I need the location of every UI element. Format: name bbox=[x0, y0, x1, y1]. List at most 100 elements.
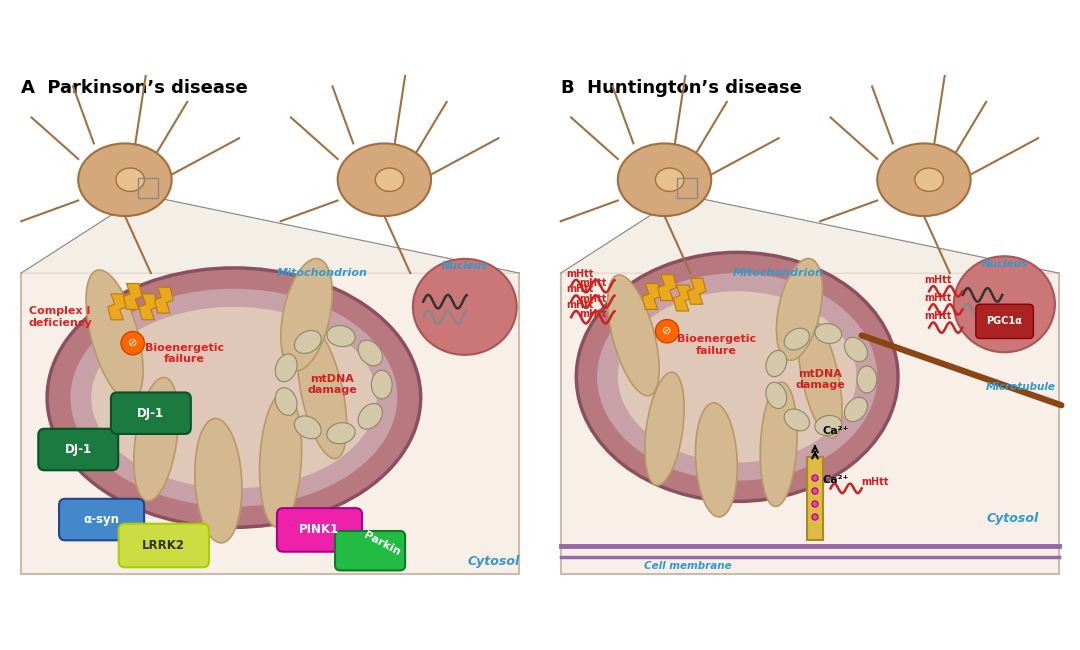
Ellipse shape bbox=[815, 415, 841, 436]
Text: A  Parkinson’s disease: A Parkinson’s disease bbox=[22, 79, 248, 97]
Text: DJ-1: DJ-1 bbox=[65, 443, 92, 456]
Text: mHtt: mHtt bbox=[862, 477, 889, 487]
Ellipse shape bbox=[815, 324, 841, 343]
Ellipse shape bbox=[295, 330, 321, 354]
Text: Ca²⁺: Ca²⁺ bbox=[823, 426, 849, 436]
Ellipse shape bbox=[259, 393, 301, 527]
Text: mHtt: mHtt bbox=[923, 275, 951, 285]
FancyBboxPatch shape bbox=[976, 304, 1034, 339]
Ellipse shape bbox=[78, 144, 172, 216]
Ellipse shape bbox=[86, 270, 143, 401]
Ellipse shape bbox=[608, 275, 659, 396]
Polygon shape bbox=[22, 198, 519, 273]
Polygon shape bbox=[658, 275, 676, 300]
Text: mHtt: mHtt bbox=[566, 268, 593, 279]
Bar bbox=[807, 458, 823, 540]
Text: Mitochondrion: Mitochondrion bbox=[276, 268, 367, 278]
Ellipse shape bbox=[275, 354, 297, 382]
Ellipse shape bbox=[597, 273, 877, 480]
Text: mHtt: mHtt bbox=[579, 278, 606, 288]
Ellipse shape bbox=[812, 488, 818, 494]
Ellipse shape bbox=[784, 409, 810, 431]
FancyBboxPatch shape bbox=[561, 273, 1058, 574]
FancyBboxPatch shape bbox=[119, 524, 210, 567]
Polygon shape bbox=[561, 198, 1058, 273]
Ellipse shape bbox=[656, 168, 684, 191]
Text: mHtt: mHtt bbox=[566, 300, 593, 310]
Ellipse shape bbox=[275, 387, 297, 415]
Text: mHtt: mHtt bbox=[579, 309, 606, 319]
Ellipse shape bbox=[297, 326, 347, 458]
Ellipse shape bbox=[784, 328, 810, 350]
Ellipse shape bbox=[954, 256, 1055, 352]
Text: Nucleus: Nucleus bbox=[982, 259, 1027, 269]
Ellipse shape bbox=[338, 144, 431, 216]
Text: Microtubule: Microtubule bbox=[986, 382, 1056, 392]
Ellipse shape bbox=[295, 416, 321, 439]
Ellipse shape bbox=[812, 514, 818, 520]
Ellipse shape bbox=[194, 419, 242, 543]
Ellipse shape bbox=[116, 168, 145, 191]
Ellipse shape bbox=[618, 144, 712, 216]
Text: Bioenergetic
failure: Bioenergetic failure bbox=[677, 334, 756, 356]
Ellipse shape bbox=[359, 340, 382, 366]
Text: PINK1: PINK1 bbox=[299, 523, 339, 536]
Ellipse shape bbox=[372, 370, 392, 399]
Ellipse shape bbox=[798, 316, 842, 438]
Ellipse shape bbox=[812, 501, 818, 507]
Text: LRRK2: LRRK2 bbox=[143, 539, 186, 552]
Ellipse shape bbox=[91, 307, 377, 488]
Ellipse shape bbox=[70, 289, 397, 506]
Ellipse shape bbox=[327, 422, 355, 444]
Polygon shape bbox=[673, 285, 692, 311]
Text: α-syn: α-syn bbox=[83, 513, 120, 526]
Polygon shape bbox=[139, 294, 158, 320]
Ellipse shape bbox=[375, 168, 404, 191]
Ellipse shape bbox=[777, 259, 822, 360]
Ellipse shape bbox=[760, 382, 797, 506]
Ellipse shape bbox=[766, 382, 786, 409]
Text: Nucleus: Nucleus bbox=[442, 261, 488, 271]
Text: B  Huntington’s disease: B Huntington’s disease bbox=[561, 79, 801, 97]
Ellipse shape bbox=[48, 268, 421, 527]
Ellipse shape bbox=[359, 404, 382, 429]
Text: Mitochondrion: Mitochondrion bbox=[733, 268, 824, 278]
Text: Cytosol: Cytosol bbox=[468, 554, 519, 567]
Ellipse shape bbox=[134, 378, 178, 501]
Ellipse shape bbox=[877, 144, 971, 216]
Ellipse shape bbox=[656, 320, 679, 343]
Text: mtDNA
damage: mtDNA damage bbox=[795, 369, 845, 390]
Text: mtDNA
damage: mtDNA damage bbox=[308, 374, 357, 395]
Ellipse shape bbox=[645, 372, 684, 486]
Ellipse shape bbox=[618, 291, 856, 463]
Ellipse shape bbox=[812, 475, 818, 481]
Text: Cell membrane: Cell membrane bbox=[644, 561, 731, 571]
Ellipse shape bbox=[766, 350, 786, 376]
Ellipse shape bbox=[413, 259, 516, 355]
Text: Ca²⁺: Ca²⁺ bbox=[823, 475, 849, 486]
Text: Parkin: Parkin bbox=[362, 530, 402, 558]
FancyBboxPatch shape bbox=[38, 429, 118, 470]
FancyBboxPatch shape bbox=[111, 393, 191, 434]
Text: Complex I
deficiency: Complex I deficiency bbox=[28, 306, 92, 328]
Text: Cytosol: Cytosol bbox=[986, 512, 1039, 525]
Ellipse shape bbox=[281, 259, 333, 370]
Text: Bioenergetic
failure: Bioenergetic failure bbox=[145, 343, 225, 365]
Text: PGC1α: PGC1α bbox=[986, 317, 1023, 326]
Ellipse shape bbox=[577, 252, 897, 501]
Text: ⊘: ⊘ bbox=[129, 338, 137, 348]
FancyBboxPatch shape bbox=[59, 499, 144, 540]
Ellipse shape bbox=[845, 397, 867, 422]
Text: mHtt: mHtt bbox=[579, 294, 606, 304]
Text: mHtt: mHtt bbox=[923, 311, 951, 321]
Polygon shape bbox=[154, 287, 173, 313]
FancyBboxPatch shape bbox=[335, 531, 405, 571]
Text: mHtt: mHtt bbox=[566, 284, 593, 294]
Text: DJ-1: DJ-1 bbox=[137, 407, 164, 420]
Bar bbox=[677, 178, 698, 198]
Ellipse shape bbox=[327, 326, 355, 346]
Polygon shape bbox=[123, 283, 143, 309]
Polygon shape bbox=[108, 294, 126, 320]
Ellipse shape bbox=[915, 168, 944, 191]
Bar bbox=[138, 178, 158, 198]
